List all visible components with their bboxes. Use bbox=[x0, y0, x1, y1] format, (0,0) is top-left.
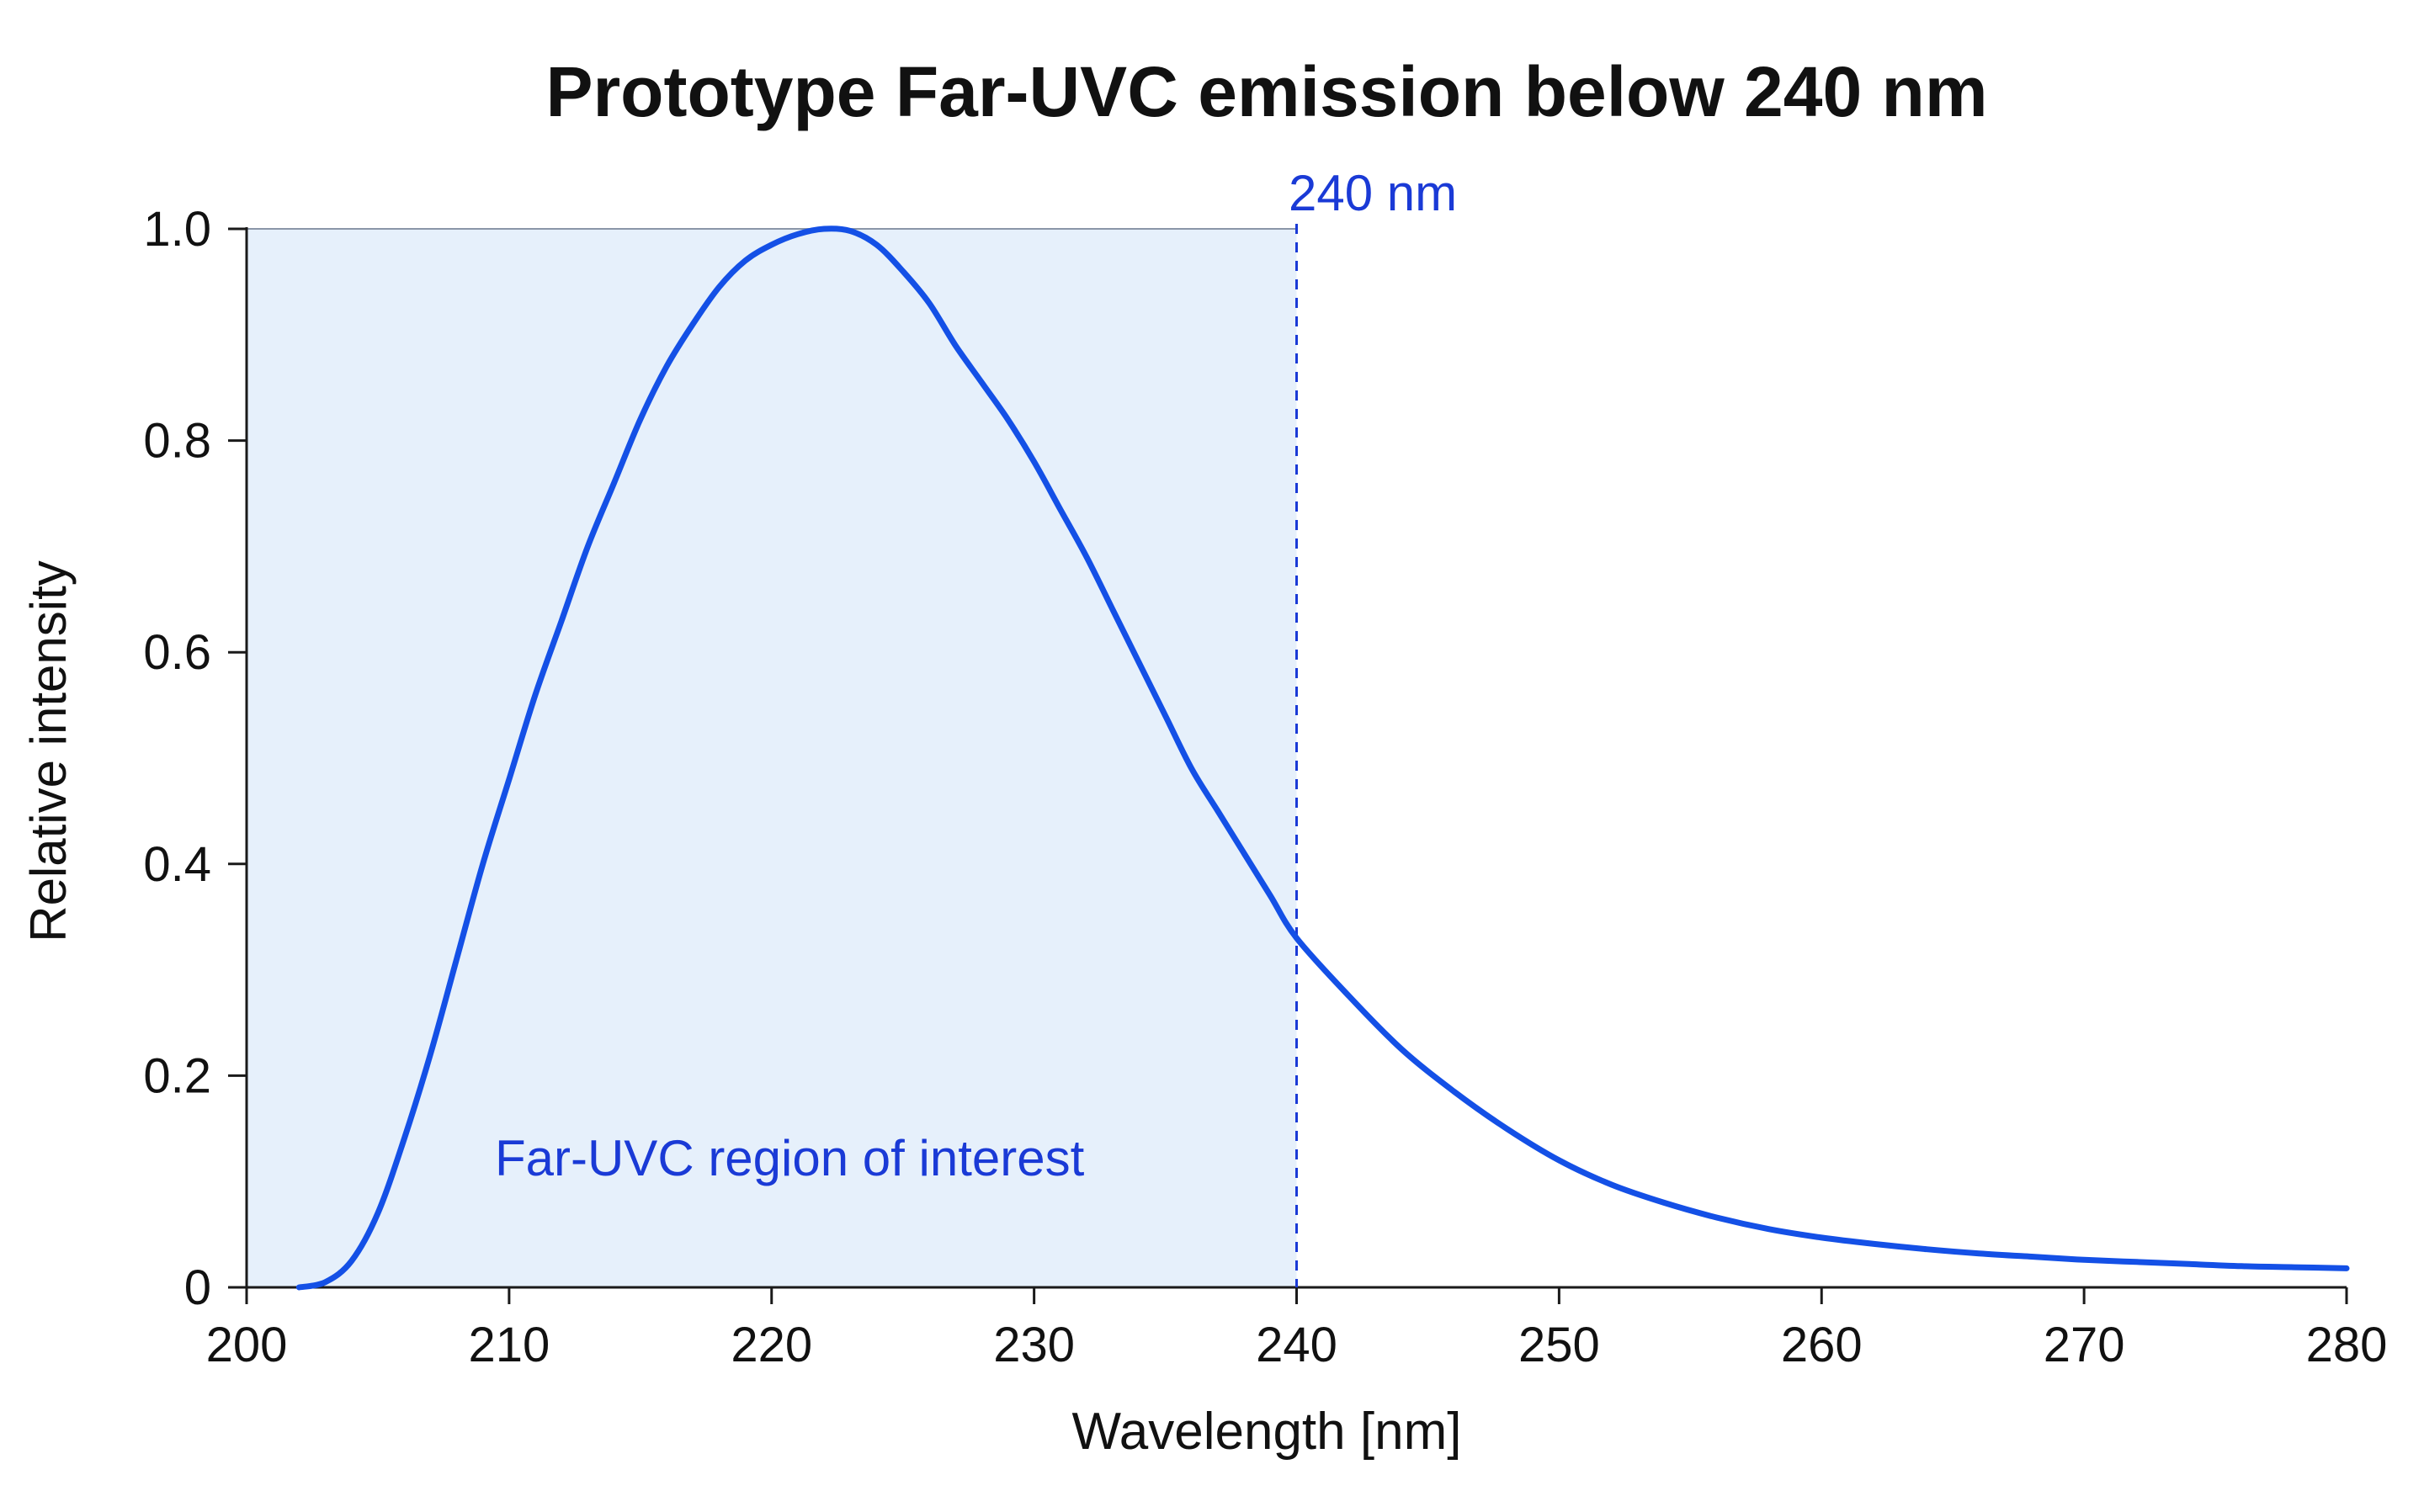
y-tick-label: 0.8 bbox=[143, 414, 211, 469]
y-tick-label: 0.2 bbox=[143, 1048, 211, 1103]
plot-area: 0 0.2 0.4 0.6 0.8 1.0 200 210 220 230 240 250 260 270… bbox=[143, 202, 2387, 1372]
x-axis-label: Wavelength [nm] bbox=[1072, 1403, 1462, 1461]
chart-title: Prototype Far-UVC emission below 240 nm bbox=[545, 52, 1987, 131]
y-tick-label: 0 bbox=[184, 1260, 211, 1315]
series-line bbox=[295, 225, 2350, 1291]
x-tick-label: 240 bbox=[1256, 1318, 1337, 1372]
y-tick-label: 0.4 bbox=[143, 837, 211, 892]
x-tick-label: 260 bbox=[1781, 1318, 1863, 1372]
x-tick-label: 250 bbox=[1518, 1318, 1600, 1372]
y-tick-label: 1.0 bbox=[143, 202, 211, 257]
x-tick-label: 200 bbox=[206, 1318, 288, 1372]
shaded-region bbox=[247, 229, 1297, 1287]
y-axis-label: Relative intensity bbox=[20, 560, 77, 942]
shaded-region-label: Far-UVC region of interest bbox=[495, 1130, 1085, 1186]
x-tick-label: 220 bbox=[731, 1318, 812, 1372]
x-tick-label: 270 bbox=[2044, 1318, 2125, 1372]
y-tick-label: 0.6 bbox=[143, 625, 211, 680]
reference-line-label: 240 nm bbox=[1289, 165, 1457, 221]
x-tick-label: 210 bbox=[468, 1318, 550, 1372]
x-tick-label: 230 bbox=[993, 1318, 1075, 1372]
x-tick-label: 280 bbox=[2306, 1318, 2388, 1372]
